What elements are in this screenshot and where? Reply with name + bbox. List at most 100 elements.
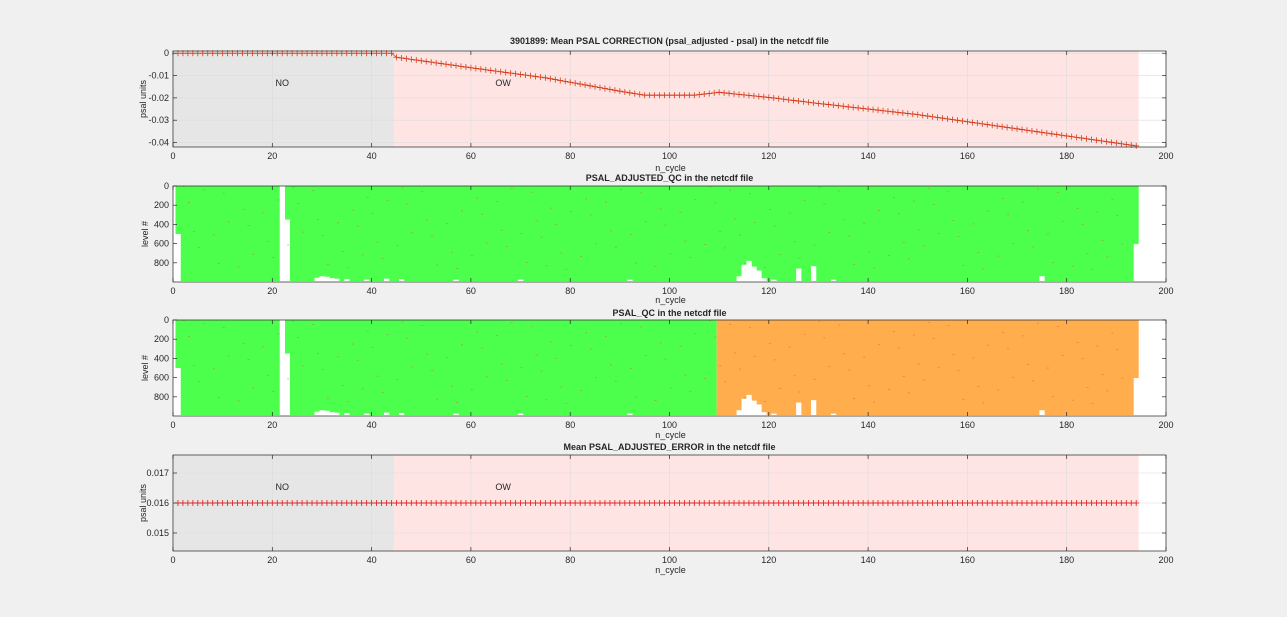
x-axis-label: n_cycle bbox=[655, 163, 686, 173]
qc-speckle bbox=[426, 353, 429, 355]
missing-cell bbox=[562, 281, 569, 282]
qc-speckle bbox=[1031, 380, 1034, 382]
missing-cell bbox=[240, 415, 246, 416]
qc-speckle bbox=[987, 344, 990, 346]
data-point bbox=[512, 70, 519, 77]
missing-cell bbox=[1049, 415, 1055, 416]
missing-cell bbox=[835, 415, 842, 416]
missing-cell bbox=[637, 281, 643, 282]
missing-cell bbox=[925, 415, 931, 416]
qc-speckle bbox=[545, 399, 548, 401]
x-tick-label: 40 bbox=[367, 286, 377, 296]
missing-cell bbox=[354, 415, 360, 416]
missing-cell bbox=[1029, 415, 1035, 416]
data-point bbox=[979, 120, 986, 127]
qc-speckle bbox=[302, 231, 305, 233]
missing-cell bbox=[1123, 281, 1130, 282]
qc-speckle bbox=[460, 344, 463, 346]
qc-speckle bbox=[431, 235, 434, 237]
missing-cell bbox=[582, 281, 588, 282]
qc-speckle bbox=[396, 245, 399, 247]
data-point bbox=[1058, 132, 1065, 139]
missing-cell bbox=[925, 281, 931, 282]
missing-cell bbox=[552, 415, 559, 416]
x-tick-label: 20 bbox=[267, 151, 277, 161]
missing-cell bbox=[547, 281, 554, 282]
data-point bbox=[765, 94, 772, 101]
data-point bbox=[954, 117, 961, 124]
missing-cell bbox=[979, 415, 986, 416]
qc-speckle bbox=[818, 187, 821, 188]
missing-cell bbox=[523, 281, 529, 282]
missing-cell bbox=[1024, 281, 1030, 282]
chart-panel-2: 0 20 40 60 80 100 120 140 160 180 200 0 200 400 600 800… bbox=[140, 173, 1174, 305]
qc-speckle bbox=[406, 337, 409, 339]
qc-speckle bbox=[734, 218, 737, 220]
missing-cell bbox=[974, 415, 981, 416]
missing-cell bbox=[532, 281, 539, 282]
qc-speckle bbox=[868, 251, 871, 253]
x-tick-label: 0 bbox=[170, 151, 175, 161]
data-point bbox=[497, 68, 504, 75]
qc-speckle bbox=[530, 325, 533, 327]
qc-speckle bbox=[982, 268, 985, 270]
data-point bbox=[770, 95, 777, 102]
data-point bbox=[596, 84, 603, 91]
missing-cell bbox=[940, 281, 946, 282]
data-point bbox=[1009, 125, 1016, 132]
missing-cell bbox=[220, 281, 226, 282]
missing-cell bbox=[264, 281, 271, 282]
missing-cell bbox=[339, 415, 345, 416]
region-label-ow: OW bbox=[495, 78, 511, 88]
qc-speckle bbox=[907, 392, 910, 394]
missing-cell bbox=[1049, 281, 1055, 282]
missing-cell bbox=[195, 415, 201, 416]
data-point bbox=[487, 67, 494, 74]
missing-cell bbox=[1094, 415, 1100, 416]
x-axis-label: n_cycle bbox=[655, 295, 686, 305]
qc-speckle bbox=[371, 213, 374, 214]
missing-cell bbox=[642, 281, 648, 282]
missing-cell bbox=[577, 281, 583, 282]
x-axis-label: n_cycle bbox=[655, 565, 686, 575]
x-tick-label: 200 bbox=[1158, 420, 1173, 430]
qc-speckle bbox=[247, 225, 250, 226]
missing-cell bbox=[825, 281, 832, 282]
qc-speckle bbox=[1111, 332, 1114, 334]
data-point bbox=[984, 121, 991, 128]
missing-cell bbox=[1089, 415, 1095, 416]
qc-speckle bbox=[346, 401, 349, 403]
panel-title: Mean PSAL_ADJUSTED_ERROR in the netcdf f… bbox=[563, 442, 775, 452]
qc-speckle bbox=[436, 264, 439, 266]
missing-cell bbox=[885, 415, 891, 416]
missing-cell bbox=[443, 415, 449, 416]
qc-speckle bbox=[724, 381, 727, 383]
data-point bbox=[1033, 128, 1040, 135]
missing-cell bbox=[175, 234, 181, 282]
x-tick-label: 80 bbox=[565, 555, 575, 565]
qc-speckle bbox=[813, 378, 816, 380]
missing-cell bbox=[388, 415, 395, 416]
qc-speckle bbox=[1096, 211, 1099, 213]
data-point bbox=[1043, 130, 1050, 137]
qc-speckle bbox=[997, 255, 1000, 257]
qc-block-qc1 bbox=[175, 320, 717, 416]
qc-speckle bbox=[1071, 265, 1074, 267]
qc-speckle bbox=[217, 263, 220, 264]
qc-speckle bbox=[1086, 387, 1089, 388]
y-axis-label: psal units bbox=[138, 79, 148, 118]
qc-speckle bbox=[1111, 198, 1114, 200]
data-point bbox=[889, 108, 896, 115]
qc-speckles bbox=[182, 186, 1124, 271]
missing-cell bbox=[597, 415, 603, 416]
data-point bbox=[631, 90, 638, 97]
data-point bbox=[1118, 140, 1125, 147]
data-point bbox=[1038, 129, 1045, 136]
data-point bbox=[959, 118, 966, 125]
data-point bbox=[457, 63, 464, 70]
missing-cell bbox=[950, 281, 956, 282]
qc-speckle bbox=[316, 218, 319, 220]
x-tick-label: 120 bbox=[761, 555, 776, 565]
qc-speckle bbox=[326, 263, 329, 265]
missing-cell bbox=[294, 281, 300, 282]
